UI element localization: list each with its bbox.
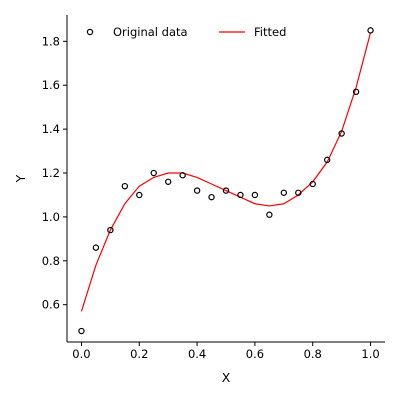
legend-label-fitted: Fitted [254,25,286,39]
data-point [150,169,157,177]
data-point [280,189,288,196]
legend-marker-original-data [86,28,94,36]
data-point [237,191,244,199]
data-point [309,180,316,188]
x-tick-label: 0.4 [188,347,206,361]
x-tick-label: 1.0 [361,347,379,361]
data-point [222,187,230,194]
data-point [251,191,259,199]
x-tick-label: 0.8 [304,347,322,361]
y-tick-label: 0.8 [42,254,60,268]
x-tick-label: 0.0 [72,347,90,361]
x-axis-label: X [222,370,231,385]
data-point [208,193,215,201]
data-point [107,226,114,234]
data-point [121,182,129,190]
axes: 0.0 0.2 0.4 0.6 0.8 1.0 0.6 0.8 1.0 1.2 1.4 1.6 1.8 X… [13,15,385,385]
y-tick-label: 1.4 [42,122,60,136]
data-point [179,172,186,179]
legend: Original data Fitted [86,25,286,39]
data-point [266,211,273,218]
data-point [164,178,172,185]
x-tick-label: 0.6 [246,347,264,361]
data-point [338,130,345,137]
data-point [367,27,374,34]
legend-label-original-data: Original data [113,25,188,39]
y-tick-label: 1.8 [42,34,60,48]
fitted-line [80,32,372,312]
y-tick-label: 1.2 [42,166,60,180]
y-tick-label: 1.0 [42,210,60,224]
data-point [92,244,100,251]
plot-area [78,27,374,335]
y-tick-label: 1.6 [42,78,60,92]
x-tick-label: 0.2 [130,347,148,361]
data-point [193,187,201,194]
data-point [352,88,360,96]
y-tick-label: 0.6 [42,298,60,312]
data-point [136,191,143,199]
data-point [323,156,331,164]
data-point [78,327,85,335]
data-point [295,189,302,196]
y-axis-label: Y [13,174,28,183]
